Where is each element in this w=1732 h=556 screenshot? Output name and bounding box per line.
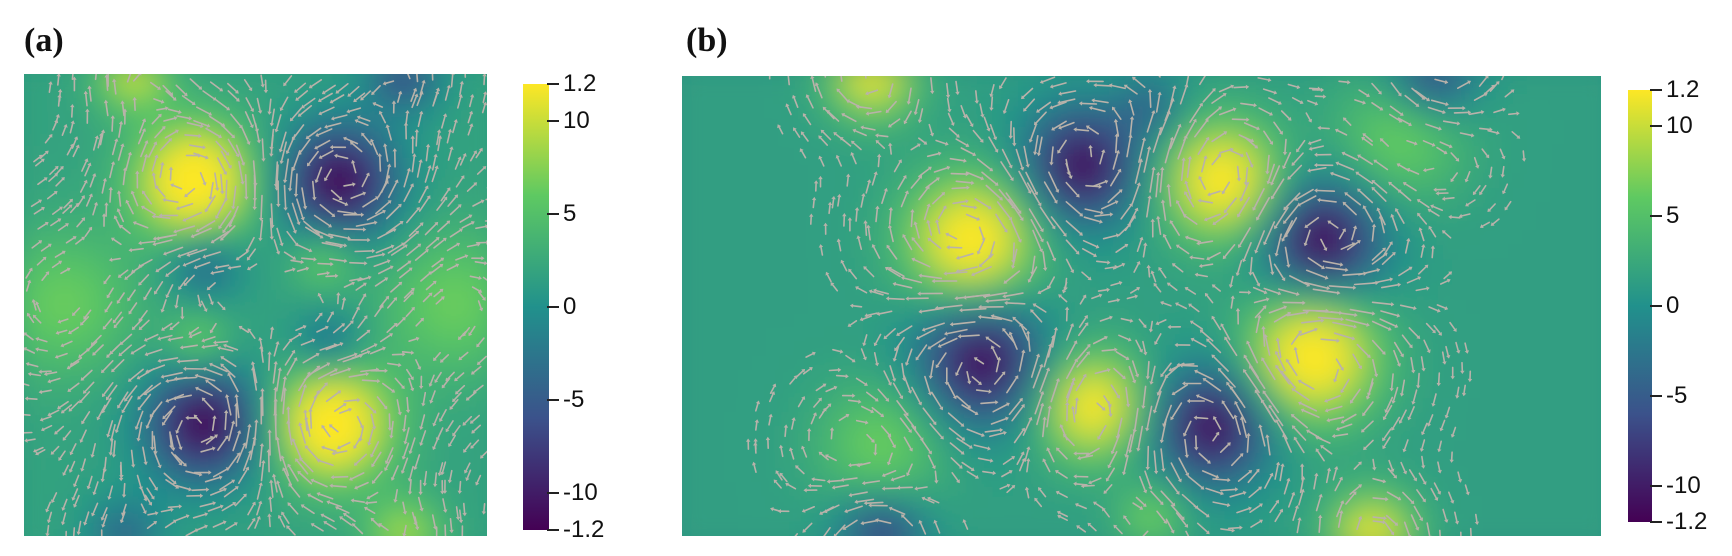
panel-b-colorbar-tick [1650,395,1662,397]
panel-a-color-field [24,74,487,536]
panel-b-label: (b) [686,22,728,59]
panel-b-colorbar-tick [1650,521,1662,523]
panel-a-colorbar-tick [547,83,559,85]
panel-a-colorbar-tick [547,492,559,494]
panel-b-velocity-glyphs [746,76,1527,536]
panel-b-colorbar-tick-label: 0 [1666,292,1680,319]
panel-b-colorbar-tick-label: 5 [1666,202,1680,229]
panel-b-colorbar-tick-label: -1.2 [1666,508,1708,535]
panel-b-colorbar-tick-label: 1.2 [1666,76,1700,103]
panel-b-colorbar-tick [1650,305,1662,307]
panel-a-label: (a) [24,22,64,59]
panel-a-colorbar-tick [547,213,559,215]
panel-b-colorbar-tick [1650,89,1662,91]
panel-a-colorbar-tick-label: -10 [563,478,598,506]
panel-a-colorbar-tick [547,120,559,122]
panel-a-colorbar-tick-label: 5 [563,200,577,228]
panel-b-colorbar [1628,90,1652,522]
panel-a-colorbar [523,84,549,530]
panel-a-colorbar-tick [547,399,559,401]
panel-a-plot [24,74,487,536]
panel-a-colorbar-tick [547,529,559,531]
panel-b-colorbar-tick [1650,125,1662,127]
panel-b-plot [682,76,1601,536]
panel-a-vorticity-field [24,74,487,536]
panel-b-colorbar-tick-label: 10 [1666,112,1693,139]
panel-a-colorbar-tick-label: 10 [563,107,590,135]
panel-b-vorticity-field [682,76,1601,536]
panel-a-colorbar-tick-label: -5 [563,385,585,413]
panel-a-colorbar-tick-label: 1.2 [563,70,597,97]
panel-b-color-field [682,76,1601,536]
panel-a-colorbar-tick-label: -1.2 [563,516,605,543]
panel-b-colorbar-tick-label: -5 [1666,382,1688,409]
panel-b-colorbar-tick [1650,485,1662,487]
panel-a-colorbar-tick-label: 0 [563,293,577,320]
panel-b-colorbar-tick-label: -10 [1666,472,1701,499]
panel-b-colorbar-tick [1650,215,1662,217]
panel-a-colorbar-tick [547,306,559,308]
panel-a-velocity-glyphs [24,74,487,536]
